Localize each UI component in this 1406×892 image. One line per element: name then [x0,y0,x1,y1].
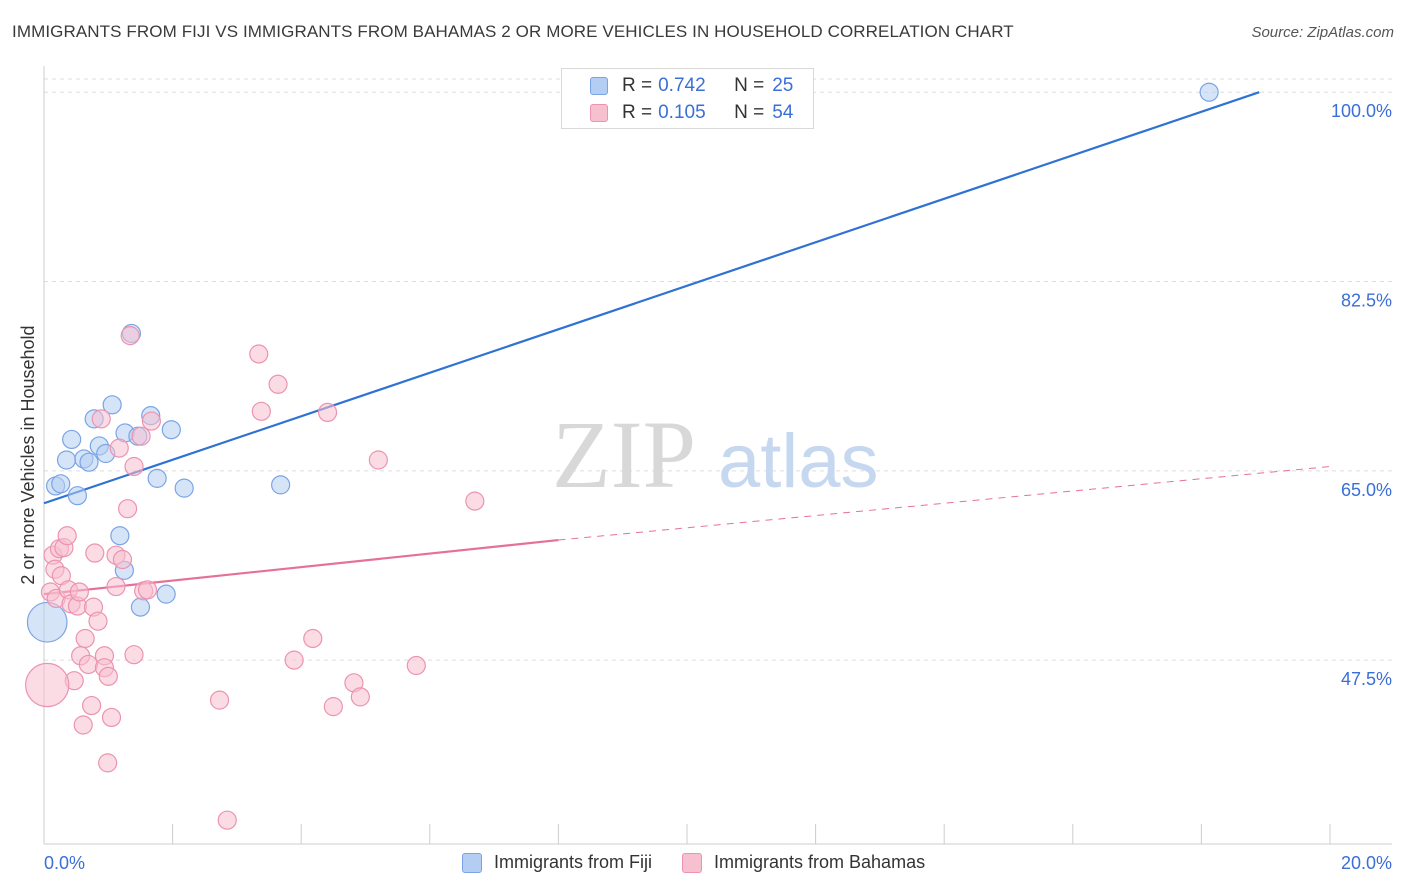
fiji-point-18 [174,478,194,498]
fiji-point-22 [271,475,291,495]
axes-layer [43,66,1392,845]
bahamas-point-37 [217,810,237,830]
bahamas-point-18 [85,543,105,563]
bahamas-point-14 [75,628,95,649]
r-label: R = [622,75,653,96]
bahamas-point-47 [368,450,388,470]
bahamas-point-52 [124,645,144,665]
y-tick-label-1: 82.5% [1341,291,1392,311]
bahamas-point-43 [317,402,338,423]
fiji-point-23 [1199,82,1219,102]
n-label: N = [734,75,765,96]
n-label: N = [734,102,765,123]
bahamas-point-7 [57,526,77,546]
source-label: Source: ZipAtlas.com [1251,24,1394,41]
bahamas-point-22 [98,753,118,773]
bahamas-trend-line [43,538,559,596]
points-layer [25,82,1219,830]
bahamas-point-53 [25,662,70,708]
bahamas-point-28 [117,499,138,519]
trend-lines [43,91,1331,596]
watermark-atlas: atlas [718,419,879,504]
stats-row-fiji: R = 0.742 N = 25 [590,74,793,98]
x-tick-label-max: 20.0% [1341,853,1392,873]
bahamas-swatch [590,104,608,122]
stats-row-bahamas: R = 0.105 N = 54 [590,101,793,125]
watermark: ZIP atlas [552,401,879,508]
bahamas-point-30 [124,456,144,477]
bahamas-point-29 [120,326,140,346]
fiji-swatch [590,77,608,95]
fiji-point-17 [161,420,181,440]
fiji-point-4 [67,486,88,506]
bahamas-point-24 [106,576,126,597]
legend-item-bahamas[interactable]: Immigrants from Bahamas [682,852,925,873]
bahamas-point-23 [101,707,122,728]
y-tick-label-2: 65.0% [1341,480,1392,500]
y-tick-label-3: 47.5% [1341,669,1392,689]
r-value: 0.742 [658,75,706,96]
chart-title: IMMIGRANTS FROM FIJI VS IMMIGRANTS FROM … [12,22,1014,41]
r-value: 0.105 [658,102,706,123]
fiji-point-2 [56,450,77,470]
fiji-point-6 [79,452,99,472]
legend-label-bahamas: Immigrants from Bahamas [714,852,926,872]
bahamas-legend-swatch [682,852,703,873]
bahamas-point-39 [251,401,271,421]
bahamas-point-38 [249,344,269,364]
bahamas-point-33 [137,580,158,600]
fiji-point-16 [147,468,167,488]
bahamas-point-36 [209,690,230,710]
fiji-point-24 [26,601,68,643]
fiji-point-10 [102,395,122,415]
bahamas-point-48 [406,655,426,676]
x-tick-label-min: 0.0% [44,853,85,873]
bahamas-point-27 [112,549,133,570]
bahamas-point-26 [109,438,129,458]
bahamas-point-34 [141,411,161,431]
y-tick-label-0: 100.0% [1331,101,1392,121]
bahamas-point-40 [268,374,288,394]
bahamas-point-16 [81,695,102,716]
bahamas-point-46 [350,687,370,707]
bahamas-point-51 [69,582,89,602]
watermark-zip: ZIP [552,401,696,508]
fiji-point-20 [130,597,151,617]
n-value: 25 [772,75,794,96]
bahamas-point-49 [465,491,485,511]
fiji-point-21 [156,584,176,604]
tick-labels: 100.0% 82.5% 65.0% 47.5% 0.0% 20.0% [44,101,1392,873]
n-value: 54 [772,102,794,123]
bahamas-point-19 [88,611,108,631]
bahamas-point-41 [284,650,304,670]
y-axis-label: 2 or more Vehicles in Household [18,325,38,584]
series-legend: Immigrants from Fiji Immigrants from Bah… [462,852,955,873]
fiji-point-3 [62,429,82,450]
bahamas-point-20 [91,409,111,429]
r-label: R = [622,102,653,123]
fiji-point-1 [51,474,71,494]
fiji-trend-line [43,91,1260,505]
bahamas-point-15 [78,654,98,675]
fiji-point-11 [110,526,130,546]
legend-label-fiji: Immigrants from Fiji [494,852,653,872]
bahamas-point-42 [303,628,323,649]
stats-legend: R = 0.742 N = 25 R = 0.105 N = 54 [561,68,814,129]
bahamas-point-50 [98,666,118,686]
legend-item-fiji[interactable]: Immigrants from Fiji [462,852,652,873]
bahamas-point-44 [323,697,343,717]
bahamas-point-13 [73,715,93,735]
fiji-legend-swatch [462,852,482,873]
bahamas-point-31 [131,426,151,446]
